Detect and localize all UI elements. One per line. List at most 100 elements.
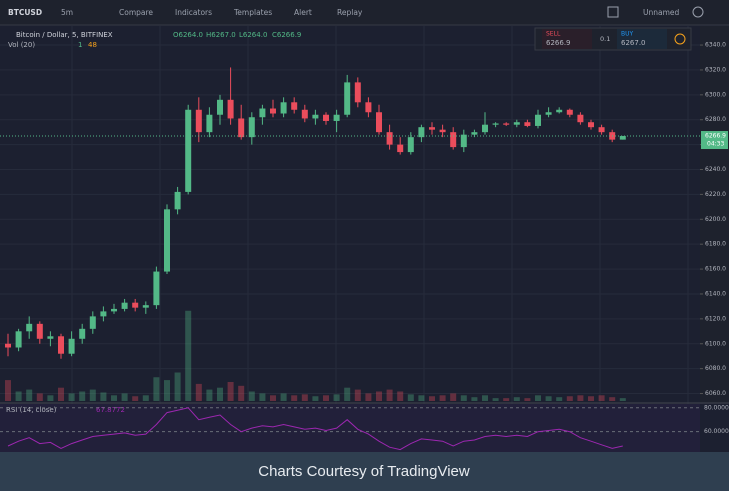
volume-bar xyxy=(588,396,594,401)
legend-ohlc: O6264.0 xyxy=(173,31,203,39)
volume-bar xyxy=(492,398,499,401)
candle-body xyxy=(259,108,266,118)
candle-body xyxy=(460,134,467,148)
toolbar-item[interactable]: Replay xyxy=(337,8,363,17)
candle-body xyxy=(100,311,107,317)
caption-bar xyxy=(0,452,729,491)
layout-name[interactable]: Unnamed xyxy=(643,8,680,17)
fullscreen-icon[interactable] xyxy=(607,6,619,18)
candle-body xyxy=(333,114,340,121)
volume-bar xyxy=(312,396,319,401)
volume-legend-value: 1 xyxy=(78,41,82,49)
sell-label: SELL xyxy=(546,31,561,38)
volume-bar xyxy=(270,395,276,401)
candle-body xyxy=(588,122,594,128)
candle-body xyxy=(47,336,54,339)
volume-bar xyxy=(301,394,308,401)
candle-body xyxy=(280,102,287,114)
volume-bar xyxy=(68,393,75,401)
y-tick-label: 6300.0 xyxy=(705,91,726,98)
candle-body xyxy=(344,82,351,115)
buy-label: BUY xyxy=(621,31,634,38)
vertical-grid xyxy=(71,26,689,452)
buy-price: 6267.0 xyxy=(621,39,646,47)
volume-bar xyxy=(460,395,467,401)
candle-body xyxy=(354,82,361,103)
sell-price: 6266.9 xyxy=(546,39,571,47)
toolbar xyxy=(0,0,729,25)
volume-bar xyxy=(344,387,351,401)
rsi-tick-label: 60.0000 xyxy=(704,428,729,435)
volume-bar xyxy=(79,391,86,401)
volume-bar xyxy=(619,398,626,401)
candle-body xyxy=(365,102,372,113)
symbol[interactable]: BTCUSD xyxy=(8,8,42,17)
legend-ohlc: L6264.0 xyxy=(239,31,267,39)
volume-bar xyxy=(556,397,563,401)
volume-bar xyxy=(36,393,43,401)
candle-body xyxy=(270,108,276,114)
sell-button[interactable] xyxy=(542,29,592,49)
volume-bar xyxy=(89,389,96,401)
volume-legend-value: 48 xyxy=(88,41,97,49)
rsi-tick-label: 80.0000 xyxy=(704,404,729,411)
y-tick-label: 6340.0 xyxy=(705,42,726,49)
candle-body xyxy=(142,305,149,308)
candle-body xyxy=(301,109,308,119)
candle-body xyxy=(429,127,435,130)
candle-body xyxy=(407,137,414,153)
y-tick-label: 6160.0 xyxy=(705,266,726,273)
volume-bar xyxy=(323,395,329,401)
toolbar-item[interactable]: Compare xyxy=(119,8,153,17)
volume-bar xyxy=(503,398,510,401)
legend-ohlc: H6267.0 xyxy=(206,31,236,39)
buy-button[interactable] xyxy=(617,29,667,49)
candle-body xyxy=(206,114,213,133)
rsi-line xyxy=(7,407,623,451)
candle-body xyxy=(132,302,139,308)
candle-body xyxy=(619,136,626,140)
candle-body xyxy=(577,114,584,123)
volume-bar xyxy=(132,396,139,401)
volume-bar xyxy=(418,395,425,401)
candle-body xyxy=(291,102,298,110)
quantity: 0.1 xyxy=(600,35,610,43)
candle-body xyxy=(386,132,393,145)
info-icon[interactable] xyxy=(674,33,686,45)
volume-bar xyxy=(47,395,54,401)
candle-body xyxy=(195,109,202,133)
candle-body xyxy=(238,118,245,138)
volume-bar xyxy=(26,389,33,401)
interval[interactable]: 5m xyxy=(61,8,73,17)
volume-bar xyxy=(15,391,22,401)
candle-body xyxy=(598,127,605,133)
settings-icon[interactable] xyxy=(692,6,704,18)
candle-body xyxy=(164,209,170,272)
y-tick-label: 6080.0 xyxy=(705,365,726,372)
volume-bar xyxy=(174,372,181,401)
candle-body xyxy=(471,132,478,135)
candle-body xyxy=(524,122,531,126)
candle-body xyxy=(36,323,43,339)
volume-bar xyxy=(376,391,382,401)
toolbar-item[interactable]: Templates xyxy=(233,8,272,17)
volume-bar xyxy=(248,391,255,401)
candle-body xyxy=(556,109,563,113)
volume-bar xyxy=(206,389,213,401)
volume-bar xyxy=(100,392,107,401)
caption: Charts Courtesy of TradingView xyxy=(258,463,470,480)
candle-body xyxy=(217,99,223,115)
toolbar-item[interactable]: Alert xyxy=(294,8,312,17)
candle-body xyxy=(450,132,457,148)
y-tick-label: 6060.0 xyxy=(705,390,726,397)
y-tick-label: 6140.0 xyxy=(705,290,726,297)
toolbar-item[interactable]: Indicators xyxy=(175,8,212,17)
candle-body xyxy=(68,338,75,354)
volume-legend: Vol (20) xyxy=(8,41,35,49)
candle-body xyxy=(248,117,255,138)
candle-body xyxy=(15,331,22,348)
legend-title: Bitcoin / Dollar, 5, BITFINEX xyxy=(16,31,113,39)
volume-bar xyxy=(407,394,414,401)
volume-bar xyxy=(450,393,457,401)
